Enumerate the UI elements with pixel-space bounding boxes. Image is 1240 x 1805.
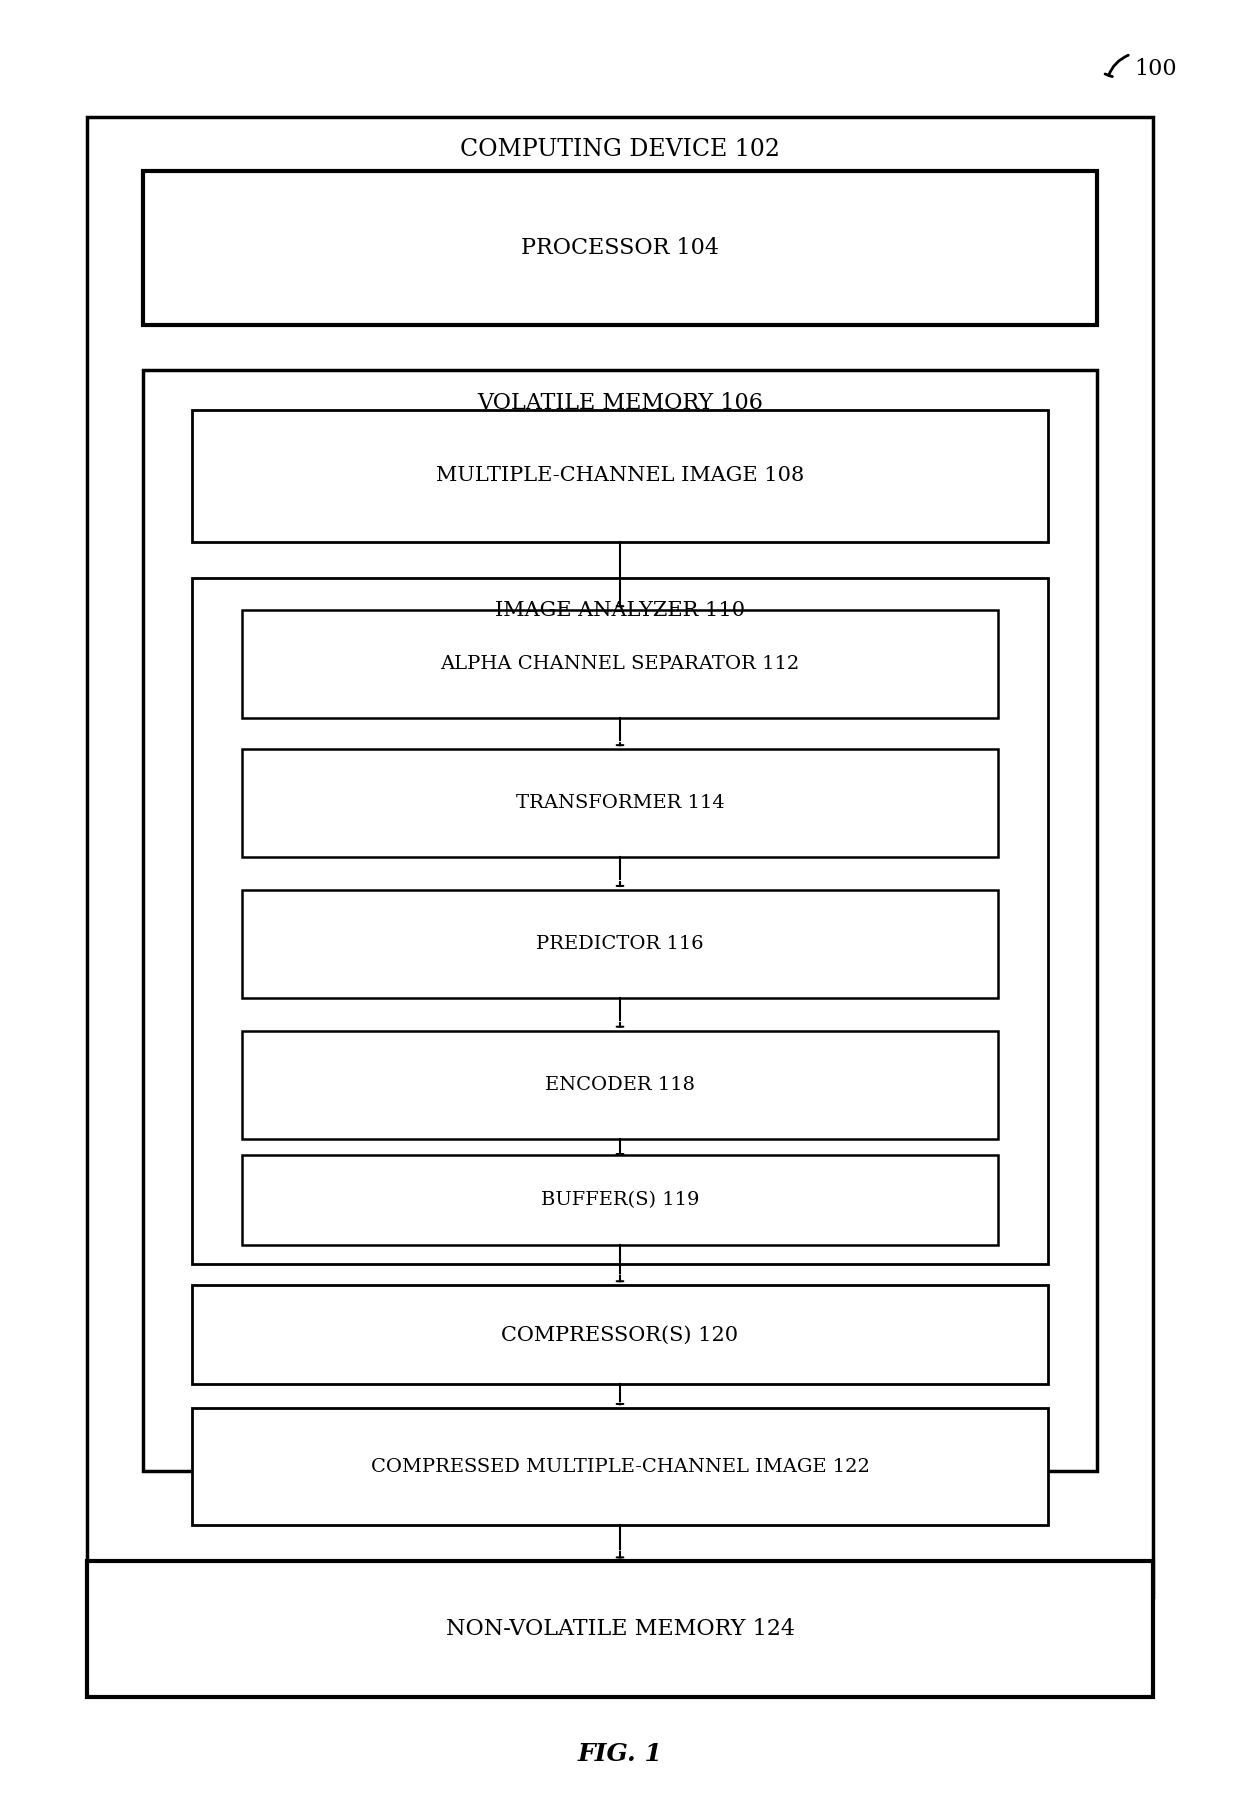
Bar <box>242 610 998 718</box>
Text: COMPRESSED MULTIPLE-CHANNEL IMAGE 122: COMPRESSED MULTIPLE-CHANNEL IMAGE 122 <box>371 1458 869 1475</box>
Bar <box>87 1561 1153 1697</box>
Bar <box>192 1408 1048 1525</box>
Bar <box>242 890 998 998</box>
Bar <box>242 1031 998 1139</box>
Text: ALPHA CHANNEL SEPARATOR 112: ALPHA CHANNEL SEPARATOR 112 <box>440 655 800 673</box>
Bar <box>242 749 998 857</box>
Text: COMPRESSOR(S) 120: COMPRESSOR(S) 120 <box>501 1325 739 1345</box>
Bar <box>87 117 1153 1597</box>
Text: MULTIPLE-CHANNEL IMAGE 108: MULTIPLE-CHANNEL IMAGE 108 <box>436 466 804 486</box>
Text: COMPUTING DEVICE 102: COMPUTING DEVICE 102 <box>460 139 780 161</box>
Bar <box>192 1285 1048 1384</box>
Bar <box>143 370 1097 1471</box>
Text: PROCESSOR 104: PROCESSOR 104 <box>521 236 719 260</box>
Bar <box>192 578 1048 1264</box>
Text: TRANSFORMER 114: TRANSFORMER 114 <box>516 794 724 812</box>
Bar <box>143 171 1097 325</box>
Text: VOLATILE MEMORY 106: VOLATILE MEMORY 106 <box>477 392 763 413</box>
Text: IMAGE ANALYZER 110: IMAGE ANALYZER 110 <box>495 601 745 619</box>
Text: BUFFER(S) 119: BUFFER(S) 119 <box>541 1191 699 1209</box>
Bar <box>242 1155 998 1245</box>
Text: PREDICTOR 116: PREDICTOR 116 <box>536 935 704 953</box>
Text: 100: 100 <box>1135 58 1177 79</box>
Text: NON-VOLATILE MEMORY 124: NON-VOLATILE MEMORY 124 <box>445 1617 795 1641</box>
Text: ENCODER 118: ENCODER 118 <box>546 1076 694 1094</box>
Bar <box>192 410 1048 542</box>
Text: FIG. 1: FIG. 1 <box>578 1742 662 1767</box>
